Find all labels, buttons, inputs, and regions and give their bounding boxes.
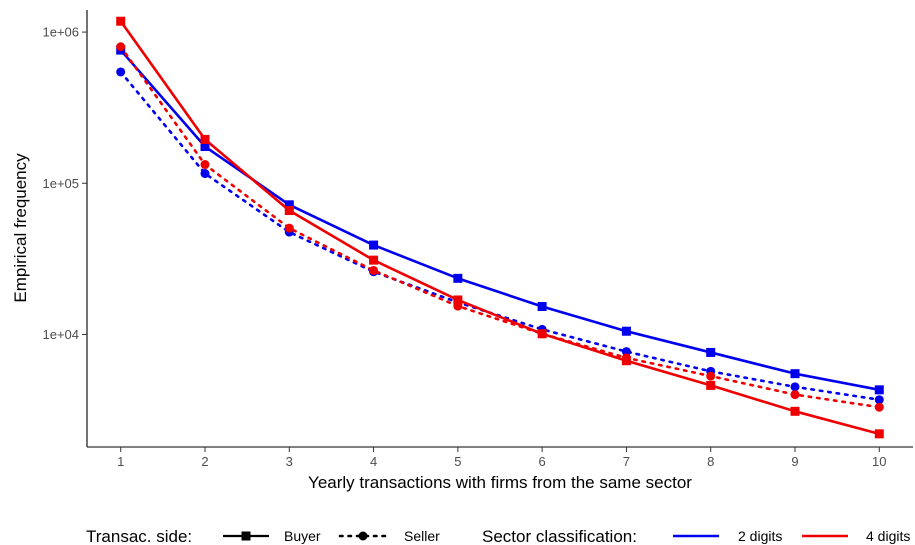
legend-label-buyer: Buyer [284,528,321,544]
series-line-seller-2-digits [119,70,881,402]
legend-key-buyer [223,531,269,541]
data-point-buyer-4-digits [116,16,126,26]
data-point-buyer-4-digits [200,134,210,144]
x-tick-label: 3 [286,454,293,469]
series-line-buyer-2-digits [119,49,880,392]
data-point-seller-4-digits [621,353,631,363]
data-point-seller-4-digits [706,371,716,381]
data-point-buyer-2-digits [284,200,294,210]
data-point-seller-4-digits [874,402,884,412]
ticks-layer: 1 2 3 4 5 6 7 8 9 10 1e+04 1e+05 1e+06 [42,25,886,469]
data-point-buyer-4-digits [874,429,884,439]
axes-layer [86,10,913,448]
data-point-seller-4-digits [453,301,463,311]
data-point-buyer-2-digits [369,240,379,250]
data-point-seller-4-digits [537,329,547,339]
series-line-seller-4-digits [119,45,881,409]
data-point-seller-2-digits [200,169,210,179]
series-buyer-2-digits [116,45,884,395]
data-point-seller-2-digits [116,67,126,77]
data-point-buyer-2-digits [874,385,884,395]
y-axis-title: Empirical frequency [11,153,30,303]
x-tick-label: 5 [454,454,461,469]
data-point-seller-2-digits [874,395,884,405]
series-seller-2-digits [116,67,884,405]
y-tick-label: 1e+06 [42,25,79,40]
data-point-buyer-4-digits [790,406,800,416]
data-point-seller-4-digits [790,390,800,400]
x-tick-label: 4 [370,454,377,469]
data-point-buyer-4-digits [706,380,716,390]
x-tick-label: 2 [201,454,208,469]
data-point-seller-4-digits [369,265,379,275]
x-tick-label: 10 [872,454,886,469]
data-point-buyer-4-digits [369,255,379,265]
data-point-buyer-2-digits [537,302,547,312]
series-layer [116,16,884,439]
y-tick-label: 1e+05 [42,176,79,191]
data-point-seller-2-digits [621,347,631,357]
legend-key-seller [338,531,388,541]
data-point-buyer-4-digits [453,295,463,305]
legend-label-2-digits: 2 digits [738,528,782,544]
data-point-buyer-2-digits [453,273,463,283]
series-seller-4-digits [116,42,884,412]
data-point-seller-4-digits [116,42,126,52]
x-axis-title: Yearly transactions with firms from the … [308,473,692,492]
series-buyer-4-digits [116,16,884,439]
y-tick-label: 1e+04 [42,327,79,342]
x-tick-label: 1 [117,454,124,469]
legend-side-title: Transac. side: [86,527,192,545]
x-tick-label: 7 [623,454,630,469]
data-point-buyer-2-digits [790,369,800,379]
legend-label-seller: Seller [404,528,440,544]
series-line-buyer-4-digits [119,20,880,436]
data-point-buyer-2-digits [621,326,631,336]
x-tick-label: 6 [539,454,546,469]
legend-class-title: Sector classification: [482,527,637,545]
data-point-seller-4-digits [284,223,294,233]
data-point-seller-4-digits [200,160,210,170]
legend: Transac. side: Buyer Seller Sector class… [86,527,910,545]
x-tick-label: 9 [791,454,798,469]
data-point-seller-2-digits [790,382,800,392]
data-point-buyer-4-digits [284,206,294,216]
data-point-buyer-2-digits [200,142,210,152]
x-tick-label: 8 [707,454,714,469]
legend-label-4-digits: 4 digits [866,528,910,544]
data-point-buyer-2-digits [706,347,716,357]
